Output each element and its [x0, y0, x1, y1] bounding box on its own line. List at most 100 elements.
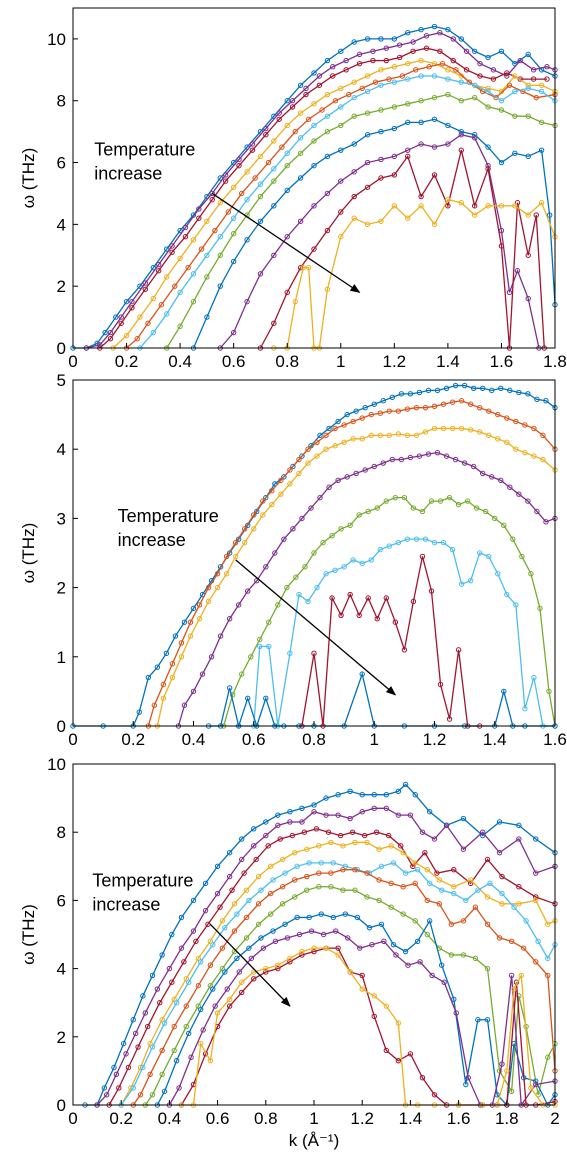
- data-point: [399, 73, 406, 79]
- data-point: [504, 70, 510, 76]
- data-point: [428, 588, 435, 594]
- data-point: [410, 505, 417, 511]
- series-0: [70, 23, 558, 351]
- data-point: [525, 498, 531, 504]
- data-point: [230, 215, 237, 221]
- data-point: [257, 181, 264, 187]
- data-point: [279, 884, 286, 890]
- series-8: [217, 132, 542, 351]
- y-tick-label: 0: [57, 717, 66, 736]
- data-point: [163, 650, 170, 657]
- y-tick-label: 4: [57, 215, 66, 234]
- data-point: [359, 809, 365, 815]
- data-point: [263, 819, 269, 825]
- y-tick-label: 1: [57, 648, 66, 667]
- data-point: [351, 193, 357, 200]
- data-point: [222, 178, 229, 184]
- data-point: [378, 175, 384, 181]
- data-point: [418, 203, 424, 209]
- data-point: [299, 948, 305, 955]
- data-point: [405, 101, 411, 107]
- data-point: [299, 515, 305, 522]
- data-point: [498, 159, 505, 166]
- data-point: [346, 91, 352, 98]
- data-point: [317, 432, 323, 439]
- data-point: [244, 298, 250, 305]
- data-point: [145, 320, 151, 326]
- data-point: [395, 1020, 402, 1026]
- x-tick-label: 0: [68, 352, 77, 371]
- data-point: [501, 522, 507, 529]
- data-point: [338, 209, 344, 215]
- data-point: [347, 815, 353, 822]
- data-point: [445, 67, 451, 73]
- data-point: [425, 387, 432, 394]
- data-point: [388, 904, 394, 910]
- data-point: [440, 401, 447, 407]
- data-point: [508, 972, 515, 979]
- series-10: [271, 196, 558, 351]
- data-point: [418, 193, 424, 200]
- data-point: [217, 175, 223, 181]
- data-point: [323, 795, 329, 801]
- data-point: [338, 104, 344, 110]
- data-point: [308, 928, 315, 934]
- data-point: [210, 986, 216, 992]
- data-point: [335, 418, 341, 425]
- data-point: [378, 36, 384, 42]
- data-point: [169, 931, 175, 938]
- data-point: [232, 553, 239, 560]
- data-point: [472, 955, 479, 962]
- data-point: [226, 616, 233, 622]
- data-point: [281, 474, 287, 480]
- data-point: [517, 57, 523, 64]
- data-point: [378, 156, 384, 163]
- data-point: [484, 921, 491, 927]
- data-point: [214, 1010, 221, 1016]
- series-line: [112, 59, 556, 349]
- data-point: [374, 505, 380, 511]
- data-point: [222, 969, 228, 975]
- data-point: [176, 1085, 182, 1091]
- y-tick-label: 6: [57, 154, 66, 173]
- data-point: [407, 454, 414, 461]
- data-point: [205, 598, 212, 605]
- data-point: [436, 877, 443, 883]
- data-point: [183, 1023, 189, 1030]
- data-point: [271, 320, 277, 326]
- data-point: [169, 243, 175, 249]
- data-point: [178, 640, 185, 646]
- data-point: [431, 403, 438, 409]
- data-point: [499, 873, 505, 880]
- data-point: [354, 914, 361, 921]
- data-point: [223, 571, 230, 577]
- data-point: [342, 911, 349, 917]
- data-point: [212, 227, 218, 234]
- data-point: [525, 153, 531, 160]
- data-point: [257, 153, 264, 160]
- data-point: [293, 574, 299, 580]
- data-point: [461, 382, 468, 389]
- data-point: [150, 329, 157, 336]
- data-point: [241, 870, 247, 876]
- data-point: [198, 1006, 204, 1013]
- y-tick-label: 8: [57, 823, 66, 842]
- series-7: [205, 671, 558, 729]
- data-point: [177, 323, 183, 330]
- data-point: [234, 911, 240, 917]
- data-point: [463, 897, 469, 904]
- data-point: [200, 1027, 206, 1033]
- data-point: [292, 849, 298, 856]
- data-point: [257, 636, 263, 643]
- data-point: [251, 976, 257, 982]
- data-point: [431, 94, 438, 101]
- data-point: [214, 890, 221, 897]
- data-point: [290, 463, 296, 470]
- data-point: [193, 938, 199, 945]
- data-point: [161, 1088, 168, 1095]
- data-point: [477, 60, 483, 67]
- data-point: [204, 252, 210, 258]
- axes-box: [72, 7, 556, 349]
- data-point: [267, 890, 274, 897]
- data-point: [404, 432, 411, 439]
